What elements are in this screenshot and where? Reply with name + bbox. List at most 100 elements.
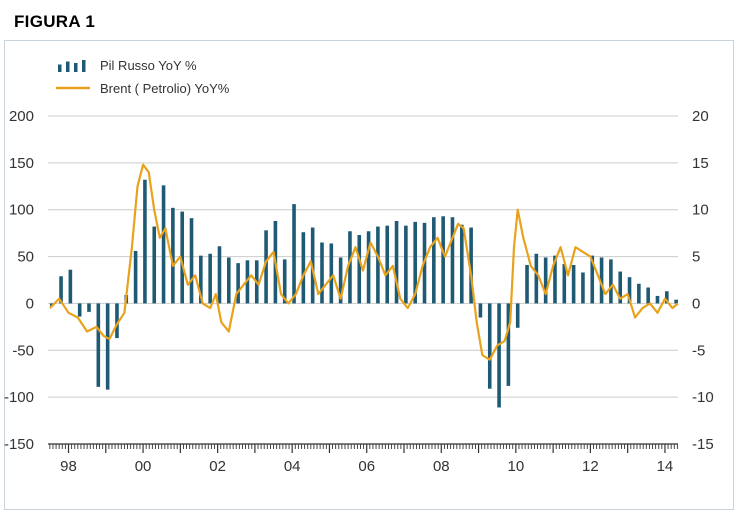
bar xyxy=(133,250,138,304)
x-tick-label: 14 xyxy=(657,458,674,475)
bar xyxy=(394,220,399,304)
y-left-tick-label: 200 xyxy=(9,108,34,125)
bar xyxy=(487,303,492,389)
bar xyxy=(534,253,539,304)
line-series xyxy=(49,163,679,361)
y-left-tick-label: 0 xyxy=(26,295,34,312)
x-tick-label: 10 xyxy=(507,458,524,475)
legend-bar-swatch xyxy=(58,64,62,72)
y-right-tick-label: 5 xyxy=(692,249,700,266)
bar xyxy=(245,260,250,304)
bar xyxy=(599,257,604,304)
y-axis-right: 20 15 10 5 0 -5 -10 -15 xyxy=(692,108,714,453)
y-left-tick-label: 100 xyxy=(9,202,34,219)
y-left-tick-label: -50 xyxy=(12,342,34,359)
bar xyxy=(217,246,222,304)
bar xyxy=(655,295,660,304)
x-tick-label: 08 xyxy=(433,458,450,475)
y-left-tick-label: 150 xyxy=(9,155,34,172)
bar xyxy=(171,207,175,304)
bar xyxy=(618,271,623,304)
x-tick-label: 98 xyxy=(60,458,77,475)
bar xyxy=(329,243,334,304)
bar xyxy=(282,259,287,304)
bar xyxy=(143,179,147,304)
bar xyxy=(115,303,119,339)
bar xyxy=(264,230,268,304)
bar xyxy=(68,269,73,304)
bar xyxy=(441,216,445,304)
bar xyxy=(497,303,501,408)
legend-bar-swatch xyxy=(82,60,86,72)
y-right-tick-label: 10 xyxy=(692,202,709,219)
bar xyxy=(459,224,464,304)
bar xyxy=(161,185,166,304)
bar xyxy=(525,265,529,304)
bar xyxy=(189,218,194,304)
bar xyxy=(366,231,371,304)
bar xyxy=(469,227,473,304)
bar xyxy=(562,264,567,304)
x-tick-label: 04 xyxy=(284,458,301,475)
legend-bar-swatch xyxy=(66,61,70,72)
bar xyxy=(665,291,669,304)
x-tick-label: 06 xyxy=(358,458,375,475)
bar xyxy=(105,303,110,390)
bar xyxy=(571,265,576,304)
bar-series xyxy=(49,179,678,408)
bar xyxy=(96,303,101,387)
bar xyxy=(376,226,380,304)
bar xyxy=(320,242,324,304)
bar xyxy=(627,277,632,304)
bar xyxy=(432,217,436,304)
y-axis-left: 200 150 100 50 0 -50 -100 -150 xyxy=(4,108,34,453)
legend-label-gdp: Pil Russo YoY % xyxy=(100,58,197,73)
bar xyxy=(301,232,306,304)
bar xyxy=(515,303,520,328)
x-tick-label: 12 xyxy=(582,458,599,475)
bar xyxy=(348,231,352,304)
bar xyxy=(385,225,390,304)
bar xyxy=(226,257,231,304)
bar xyxy=(413,221,417,304)
x-tick-label: 00 xyxy=(135,458,152,475)
bar xyxy=(674,299,678,304)
x-axis: 98 00 02 04 06 08 10 12 14 xyxy=(48,443,678,475)
y-left-tick-label: 50 xyxy=(17,249,34,266)
bar xyxy=(581,272,585,304)
bar xyxy=(450,217,455,304)
bar xyxy=(180,211,185,304)
legend: Pil Russo YoY % Brent ( Petrolio) YoY% xyxy=(56,58,230,96)
brent-line xyxy=(49,163,679,361)
bar xyxy=(152,226,157,304)
bar xyxy=(338,257,343,304)
y-right-tick-label: -10 xyxy=(692,389,714,406)
bar xyxy=(609,259,613,304)
bar xyxy=(553,255,557,304)
bar xyxy=(478,303,483,318)
legend-bar-swatch xyxy=(74,63,78,72)
y-left-tick-label: -150 xyxy=(4,436,34,453)
bar xyxy=(77,303,82,317)
bar xyxy=(590,255,595,304)
bar xyxy=(357,235,362,304)
legend-label-brent: Brent ( Petrolio) YoY% xyxy=(100,81,230,96)
bar xyxy=(199,255,203,304)
bar xyxy=(59,276,63,304)
bar xyxy=(292,204,296,304)
bar xyxy=(87,303,91,312)
x-tick-label: 02 xyxy=(209,458,226,475)
bar xyxy=(506,303,511,386)
chart-frame xyxy=(4,40,734,510)
y-left-tick-label: -100 xyxy=(4,389,34,406)
bar xyxy=(637,283,641,304)
y-right-tick-label: 15 xyxy=(692,155,709,172)
bar xyxy=(543,257,548,304)
y-right-tick-label: 0 xyxy=(692,295,700,312)
bar xyxy=(646,287,650,304)
y-right-tick-label: 20 xyxy=(692,108,709,125)
bar xyxy=(208,253,212,304)
y-right-tick-label: -15 xyxy=(692,436,714,453)
bar xyxy=(404,225,408,304)
